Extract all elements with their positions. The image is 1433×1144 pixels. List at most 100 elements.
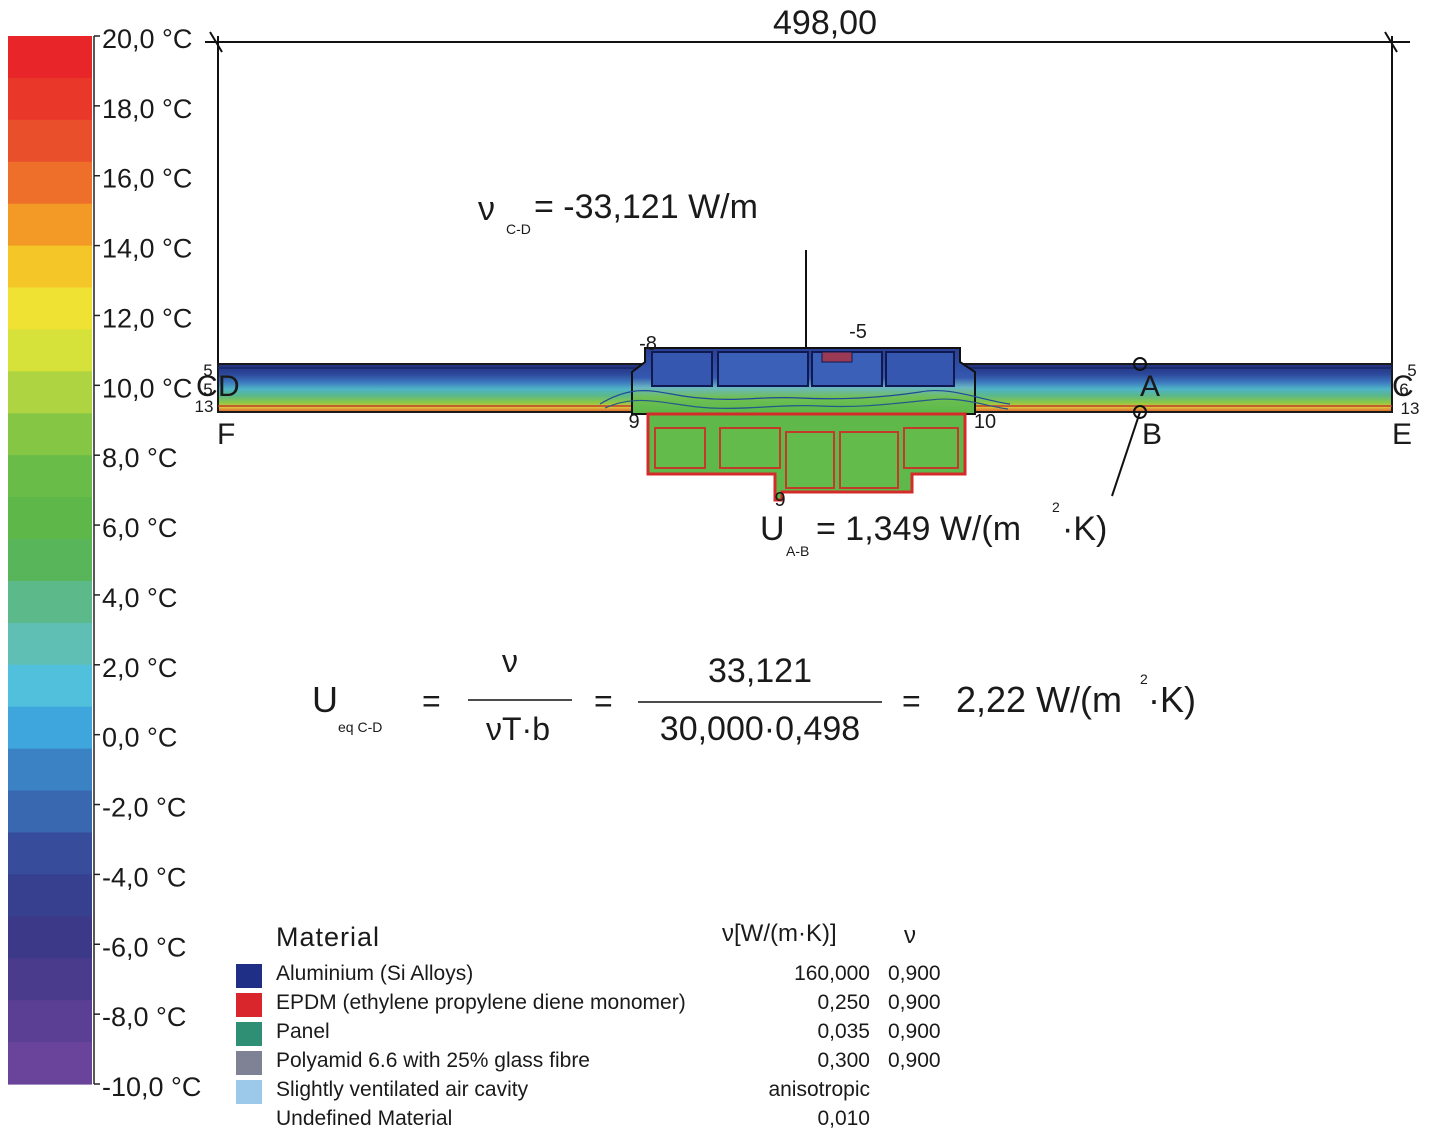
legend-row: EPDM (ethylene propylene diene monomer) 0… <box>232 991 952 1019</box>
legend-epsilon-value: 0,900 <box>888 962 941 985</box>
scale-segment <box>8 664 92 708</box>
equation-numerator-2: 33,121 <box>708 652 812 690</box>
scale-segment <box>8 790 92 834</box>
legend-epsilon-value: 0,900 <box>888 1049 941 1072</box>
u-ab-superscript: 2 <box>1052 499 1060 515</box>
scale-tick-label: -10,0 °C <box>102 1072 201 1102</box>
edge-label-right-6: 6 <box>1399 380 1408 399</box>
scale-segment <box>8 77 92 121</box>
equation-numerator-1: ν <box>502 643 518 679</box>
scale-segment <box>8 413 92 456</box>
edge-label-left-13: 13 <box>195 397 214 416</box>
legend-row: Panel 0,035 0,900 <box>232 1020 952 1048</box>
contour-label-top-left: -8 <box>639 333 657 355</box>
scale-tick-label: -4,0 °C <box>102 862 186 892</box>
equation-result: 2,22 W/(m <box>956 679 1122 720</box>
legend-material-name: Aluminium (Si Alloys) <box>276 962 474 985</box>
legend-swatch <box>236 1022 262 1046</box>
scale-segment <box>8 958 92 1001</box>
equation-result-superscript: 2 <box>1140 671 1148 687</box>
legend-row: Slightly ventilated air cavity anisotropi… <box>232 1078 952 1106</box>
scale-segment <box>8 245 92 289</box>
scale-segment <box>8 1000 92 1043</box>
legend-lambda-value: 160,000 <box>794 962 870 985</box>
equation-equals-2: = <box>594 683 613 719</box>
scale-tick-label: 2,0 °C <box>102 653 177 683</box>
scale-segment <box>8 203 92 247</box>
u-equation: U eq C-D = ν νT·b = 33,121 30,000·0,498 … <box>312 643 1196 748</box>
contour-label-right: 10 <box>974 411 996 433</box>
scale-segment <box>8 497 92 540</box>
edge-label-left-5b: 5 <box>203 380 212 399</box>
legend-header-material: Material <box>276 922 381 952</box>
scale-segment <box>8 36 92 79</box>
u-ab-subscript: A-B <box>786 543 809 559</box>
scale-segment <box>8 119 92 163</box>
legend-swatch <box>236 964 262 988</box>
legend-header-lambda: ν[W/(m·K)] <box>722 920 837 947</box>
u-ab-symbol: U <box>760 510 785 548</box>
edge-label-right-13: 13 <box>1401 399 1420 418</box>
scale-segment <box>8 371 92 414</box>
legend-swatch <box>236 1051 262 1075</box>
equation-result-tail: ·K) <box>1148 679 1196 720</box>
scale-tick-label: 0,0 °C <box>102 723 177 753</box>
scale-segment <box>8 748 92 792</box>
scale-tick-label: 18,0 °C <box>102 94 192 124</box>
scale-tick-label: 6,0 °C <box>102 513 177 543</box>
equation-lhs: U <box>312 679 338 720</box>
legend-lambda-value: 0,035 <box>817 1020 870 1043</box>
legend-material-name: Panel <box>276 1020 330 1043</box>
scale-segment <box>8 161 92 205</box>
equation-lhs-subscript: eq C-D <box>338 719 382 735</box>
scale-segment <box>8 539 92 582</box>
scale-tick-label: 4,0 °C <box>102 583 177 613</box>
scale-segment <box>8 455 92 498</box>
legend-material-name: Polyamid 6.6 with 25% glass fibre <box>276 1049 590 1072</box>
scale-tick-label: 10,0 °C <box>102 373 192 403</box>
equation-denominator-2: 30,000·0,498 <box>660 710 860 748</box>
legend-material-name: Slightly ventilated air cavity <box>276 1078 529 1101</box>
equation-denominator-1: νT·b <box>486 711 550 747</box>
u-ab-value: = 1,349 W/(m <box>816 510 1021 548</box>
point-b-label: B <box>1142 418 1162 451</box>
legend-lambda-value: anisotropic <box>768 1078 870 1101</box>
psi-subscript: C-D <box>506 221 531 237</box>
edge-label-right-5: 5 <box>1407 361 1416 380</box>
point-c-left-label: C <box>196 370 218 403</box>
point-e-label: E <box>1392 418 1412 451</box>
point-f-label: F <box>217 418 235 451</box>
scale-segment <box>8 580 92 624</box>
scale-tick-label: 16,0 °C <box>102 164 192 194</box>
temperature-scale-bar <box>8 36 92 1085</box>
contour-label-left: 9 <box>628 411 639 433</box>
legend-material-name: Undefined Material <box>276 1107 453 1130</box>
scale-tick-label: -6,0 °C <box>102 932 186 962</box>
scale-tick-label: 14,0 °C <box>102 234 192 264</box>
psi-value: = -33,121 W/m <box>534 188 758 226</box>
point-c-label: C <box>1392 370 1414 403</box>
scale-tick-label: 20,0 °C <box>102 24 192 54</box>
scale-tick-label: 8,0 °C <box>102 443 177 473</box>
dimension-label: 498,00 <box>773 4 877 42</box>
scale-tick-label: -8,0 °C <box>102 1002 186 1032</box>
legend-row: Aluminium (Si Alloys) 160,000 0,900 <box>232 962 952 990</box>
point-b-marker <box>1133 405 1147 419</box>
scale-segment <box>8 329 92 372</box>
scale-segment <box>8 832 92 875</box>
legend-swatch <box>236 993 262 1017</box>
contour-label-top: -5 <box>849 321 867 343</box>
temperature-scale-ticks: 20,0 °C 18,0 °C 16,0 °C 14,0 °C 12,0 °C 10,0 … <box>94 24 201 1102</box>
legend-epsilon-value: 0,900 <box>888 1020 941 1043</box>
legend-lambda-value: 0,300 <box>817 1049 870 1072</box>
scale-tick-label: 12,0 °C <box>102 303 192 333</box>
point-d-label: D <box>218 370 240 403</box>
legend-swatch <box>236 1080 262 1104</box>
scale-segment <box>8 874 92 917</box>
legend-material-name: EPDM (ethylene propylene diene monomer) <box>276 991 686 1014</box>
frame-profile <box>599 250 1011 502</box>
point-a-marker <box>1133 357 1147 371</box>
scale-segment <box>8 622 92 666</box>
legend-row: Undefined Material 0,010 <box>232 1107 952 1135</box>
